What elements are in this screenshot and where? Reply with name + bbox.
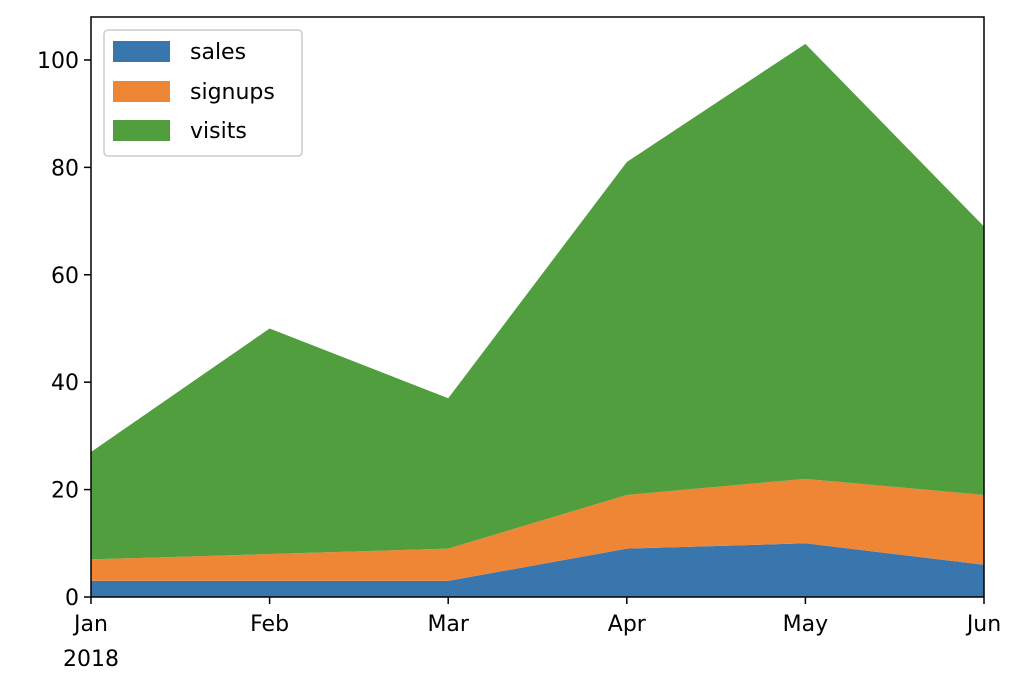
y-axis: 0 20 40 60 80 100 xyxy=(37,49,91,611)
legend: sales signups visits xyxy=(103,29,303,157)
legend-swatch-signups xyxy=(113,81,170,102)
area-visits xyxy=(91,43,984,560)
x-tick-label: Jun xyxy=(965,612,1001,637)
x-tick-label: Apr xyxy=(608,612,647,637)
legend-label-visits: visits xyxy=(190,119,247,144)
x-tick-label: May xyxy=(783,612,828,637)
area-signups xyxy=(91,478,984,581)
area-sales xyxy=(91,543,984,597)
legend-label-sales: sales xyxy=(190,40,246,65)
y-tick-label: 60 xyxy=(51,264,79,289)
y-tick-label: 100 xyxy=(37,49,79,74)
x-tick-label: Mar xyxy=(427,612,469,637)
plot-frame xyxy=(90,16,985,598)
areas-layer xyxy=(91,43,984,597)
y-tick-label: 0 xyxy=(65,586,79,611)
y-tick-label: 20 xyxy=(51,479,79,504)
x-tick-label: Jan xyxy=(72,612,108,637)
x-axis: 2018 Jan Feb Mar Apr May Jun xyxy=(63,597,1001,672)
x-year-label: 2018 xyxy=(63,647,119,672)
y-tick-label: 80 xyxy=(51,156,79,181)
legend-swatch-sales xyxy=(113,41,170,62)
x-tick-label: Feb xyxy=(250,612,289,637)
legend-label-signups: signups xyxy=(190,80,275,105)
y-tick-label: 40 xyxy=(51,371,79,396)
legend-swatch-visits xyxy=(113,120,170,141)
